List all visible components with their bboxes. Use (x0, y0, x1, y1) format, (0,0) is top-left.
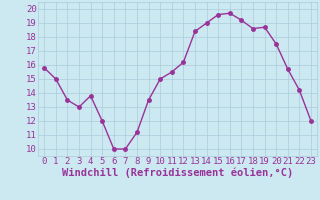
X-axis label: Windchill (Refroidissement éolien,°C): Windchill (Refroidissement éolien,°C) (62, 168, 293, 178)
